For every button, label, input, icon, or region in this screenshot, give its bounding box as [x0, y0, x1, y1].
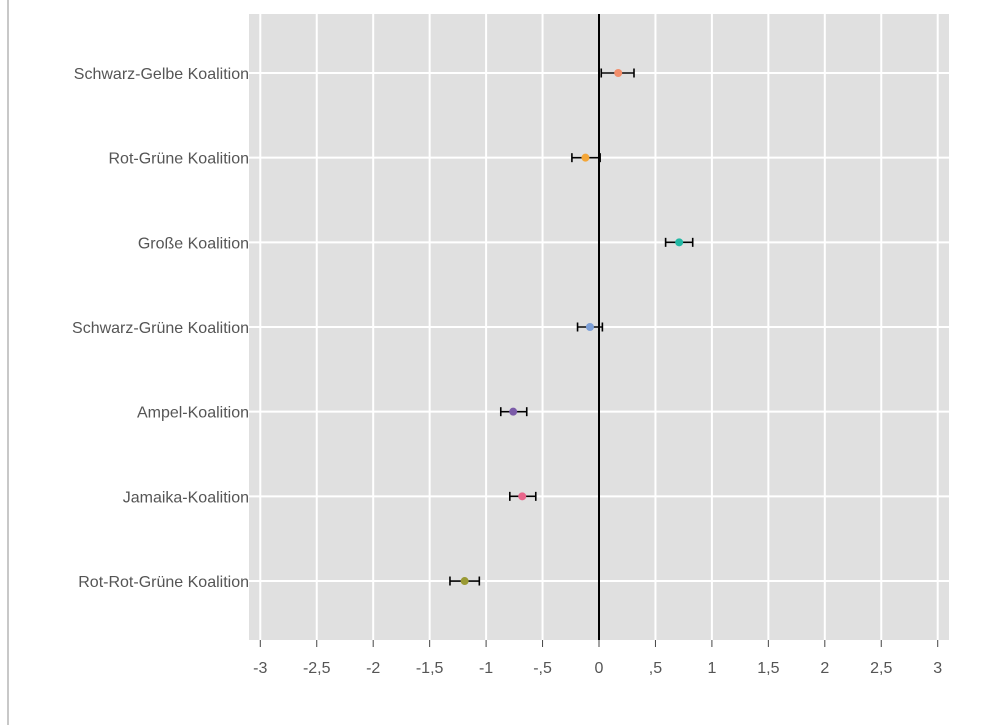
x-tick-label: -,5: [533, 660, 552, 677]
data-point: [614, 69, 623, 77]
category-label: Schwarz-Gelbe Koalition: [74, 66, 249, 83]
category-label: Jamaika-Koalition: [123, 489, 249, 506]
x-axis-tick-labels: -3 -2,5 -2 -1,5 -1 -,5 0 ,5 1 1,5 2 2,5 3: [253, 640, 942, 677]
x-tick-label: -2,5: [303, 660, 331, 677]
x-tick-label: 1,5: [757, 660, 779, 677]
data-point: [675, 238, 684, 247]
category-labels: Schwarz-Gelbe Koalition Rot-Grüne Koaliti…: [72, 66, 249, 591]
category-label: Rot-Grüne Koalition: [108, 151, 249, 168]
category-label: Rot-Rot-Grüne Koalition: [78, 574, 249, 591]
x-tick-label: 3: [933, 660, 942, 677]
x-tick-label: 2,5: [870, 660, 892, 677]
data-point: [509, 407, 518, 416]
x-tick-label: -1: [479, 660, 493, 677]
category-label: Große Koalition: [138, 235, 249, 252]
error-bars: [449, 68, 694, 586]
data-point: [460, 577, 469, 586]
data-point: [581, 153, 590, 162]
data-point: [518, 492, 527, 501]
category-label: Ampel-Koalition: [137, 405, 249, 422]
x-tick-label: 0: [595, 660, 604, 677]
category-label: Schwarz-Grüne Koalition: [72, 320, 249, 337]
x-tick-label: 1: [707, 660, 716, 677]
x-tick-label: 2: [820, 660, 829, 677]
x-tick-label: ,5: [649, 660, 662, 677]
data-point: [585, 323, 594, 332]
x-tick-label: -2: [366, 660, 380, 677]
x-tick-label: -3: [253, 660, 267, 677]
x-tick-label: -1,5: [416, 660, 444, 677]
data-points: [460, 69, 684, 586]
left-frame-border: [0, 0, 9, 725]
